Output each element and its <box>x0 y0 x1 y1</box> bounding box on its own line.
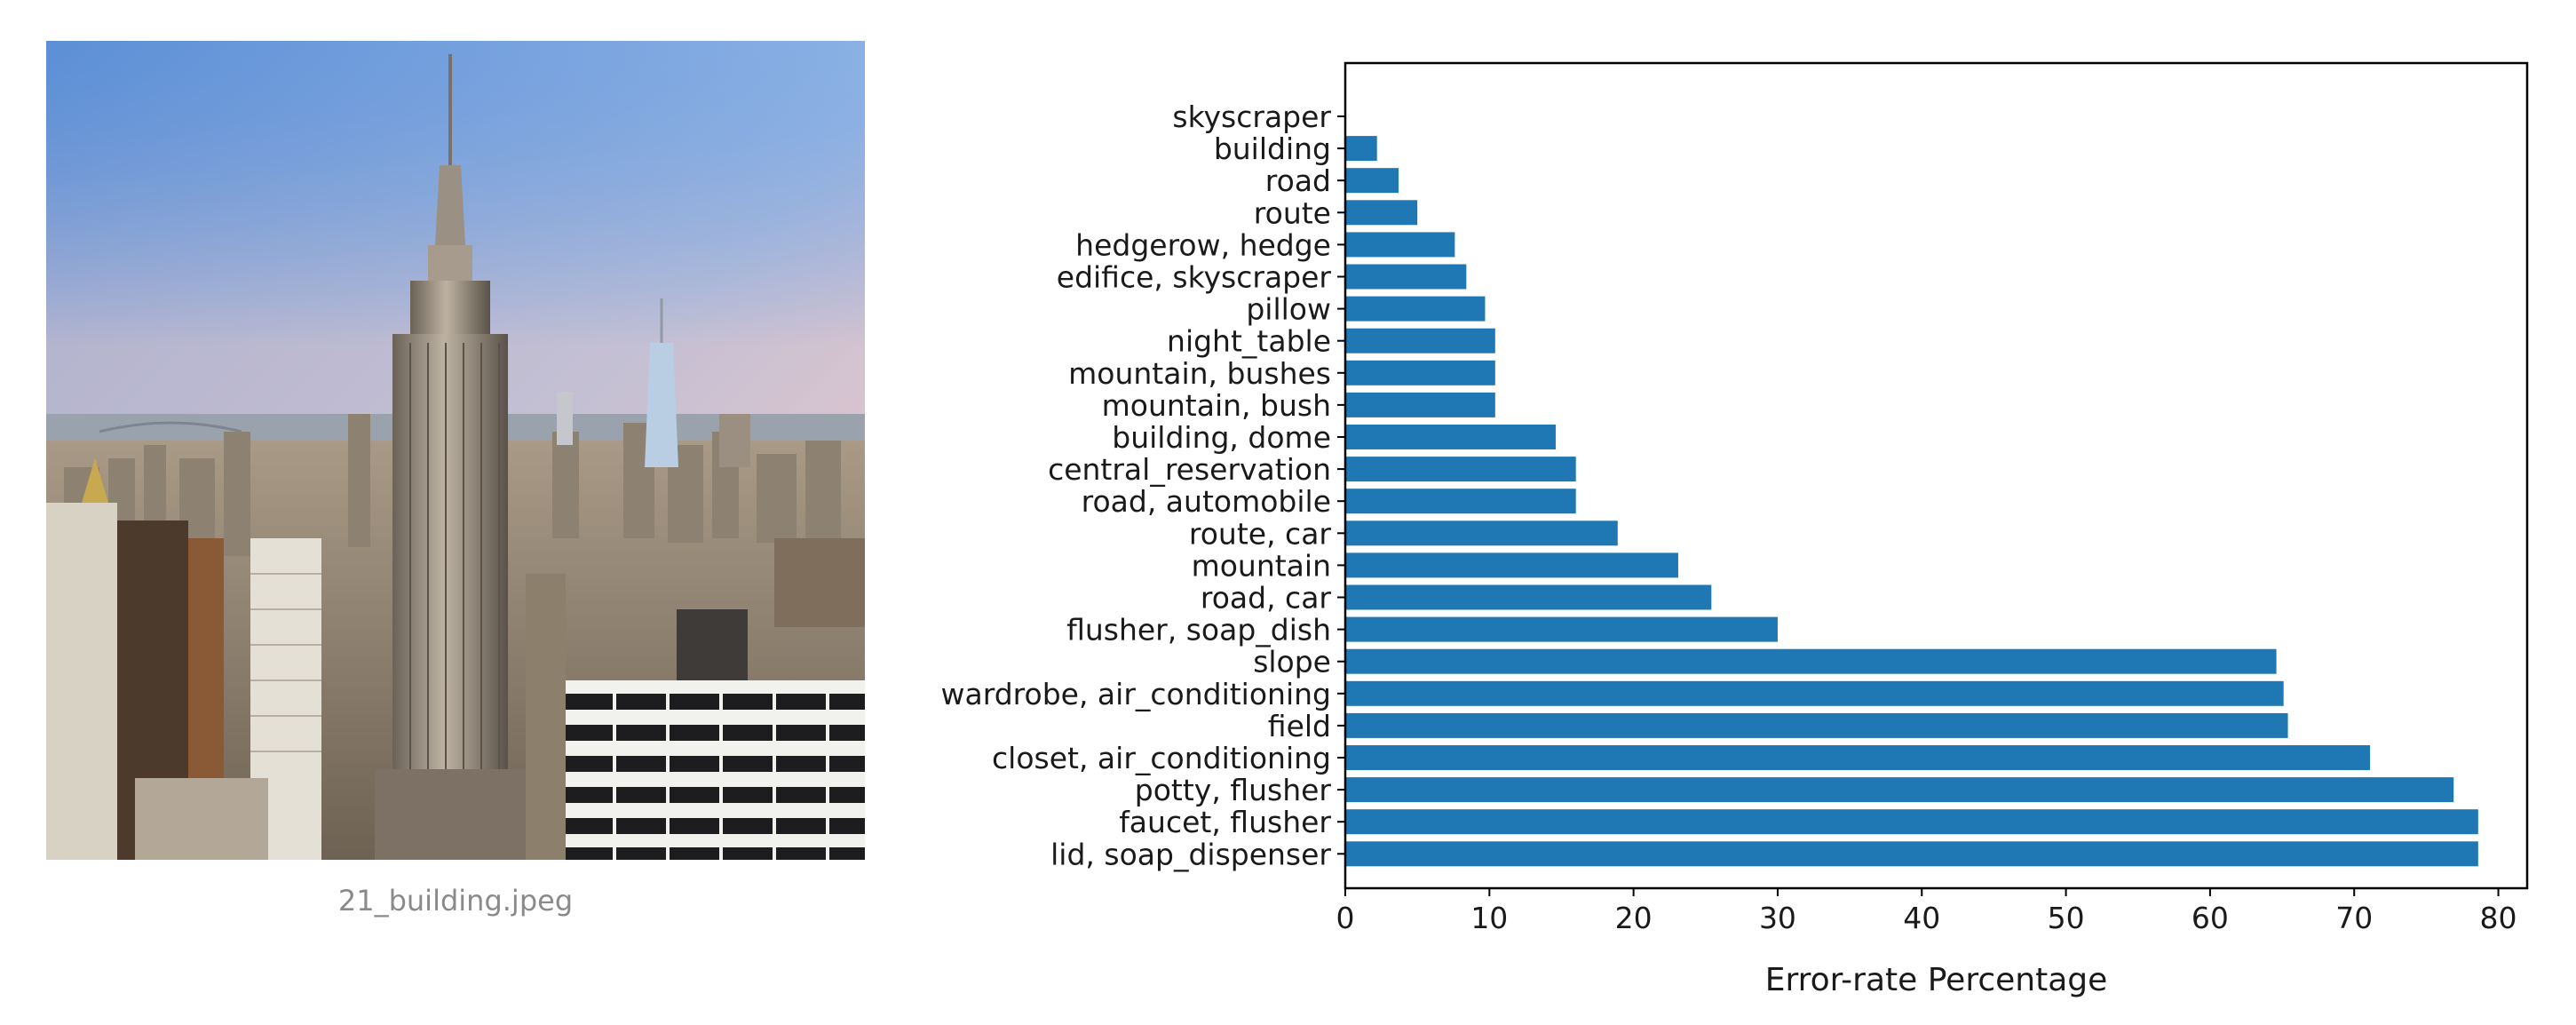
plot-frame <box>1343 61 2529 890</box>
y-tick-label: route <box>1254 195 1331 230</box>
bar <box>1345 777 2454 803</box>
y-tick-label: faucet, flusher <box>1119 805 1331 839</box>
x-tick-label: 20 <box>1615 901 1653 935</box>
bars-layer <box>1345 136 2478 867</box>
y-tick-label: central_reservation <box>1048 452 1331 487</box>
bar <box>1345 552 1678 578</box>
x-tick-label: 40 <box>1903 901 1940 935</box>
bar <box>1345 200 1418 226</box>
x-tick-label: 70 <box>2335 901 2373 935</box>
y-tick-label: closet, air_conditioning <box>992 741 1331 775</box>
y-tick-label: slope <box>1253 645 1331 679</box>
y-tick-label: pillow <box>1246 292 1331 327</box>
y-tick-label: edifice, skyscraper <box>1057 260 1332 295</box>
y-tick-label: field <box>1268 709 1331 743</box>
bar <box>1345 745 2371 770</box>
bar <box>1345 616 1778 642</box>
x-ticks: 0 10 20 30 40 50 60 70 80 <box>1336 888 2517 935</box>
building-photo-illustration <box>46 41 865 860</box>
y-tick-label: road, automobile <box>1082 484 1331 519</box>
bar <box>1345 489 1576 514</box>
y-tick-label: route, car <box>1189 516 1332 551</box>
bar <box>1345 425 1556 449</box>
y-tick-label: potty, flusher <box>1135 773 1332 807</box>
bar <box>1345 584 1712 610</box>
y-tick-label: wardrobe, air_conditioning <box>941 677 1331 711</box>
y-tick-label: flusher, soap_dish <box>1066 613 1331 648</box>
y-tick-label: road <box>1265 163 1331 198</box>
bar <box>1345 360 1495 385</box>
bar <box>1345 136 1377 162</box>
bar <box>1345 457 1576 482</box>
y-tick-label: building, dome <box>1112 420 1331 455</box>
bar <box>1345 520 1618 546</box>
photo-caption: 21_building.jpeg <box>337 884 574 918</box>
bar <box>1345 328 1495 354</box>
y-tick-label: night_table <box>1167 324 1331 359</box>
x-tick-label: 50 <box>2048 901 2085 935</box>
y-tick-label: hedgerow, hedge <box>1075 227 1331 262</box>
x-tick-label: 80 <box>2480 901 2517 935</box>
y-tick-label: building <box>1214 131 1331 166</box>
y-tick-label: skyscraper <box>1172 99 1331 134</box>
bar <box>1345 680 2284 706</box>
bar <box>1345 264 1467 290</box>
y-tick-label: mountain, bush <box>1102 388 1331 423</box>
bar <box>1345 712 2288 738</box>
bar <box>1345 841 2478 867</box>
x-axis-label: Error-rate Percentage <box>1765 962 2108 998</box>
error-rate-chart: skyscraper building road route hedgerow, hed… <box>879 0 2576 1021</box>
x-tick-label: 10 <box>1470 901 1508 935</box>
x-tick-label: 60 <box>2192 901 2229 935</box>
bar <box>1345 296 1486 322</box>
x-tick-label: 0 <box>1336 901 1355 935</box>
bar <box>1345 809 2478 835</box>
x-tick-label: 30 <box>1759 901 1796 935</box>
y-tick-label: lid, soap_dispenser <box>1050 837 1331 871</box>
y-tick-label: mountain <box>1192 548 1331 583</box>
building-photo <box>46 41 865 860</box>
bar <box>1345 392 1495 417</box>
bar <box>1345 232 1455 258</box>
y-tick-label: road, car <box>1201 581 1332 616</box>
bar <box>1345 648 2277 674</box>
y-tick-label: mountain, bushes <box>1068 356 1331 391</box>
bar <box>1345 168 1399 194</box>
